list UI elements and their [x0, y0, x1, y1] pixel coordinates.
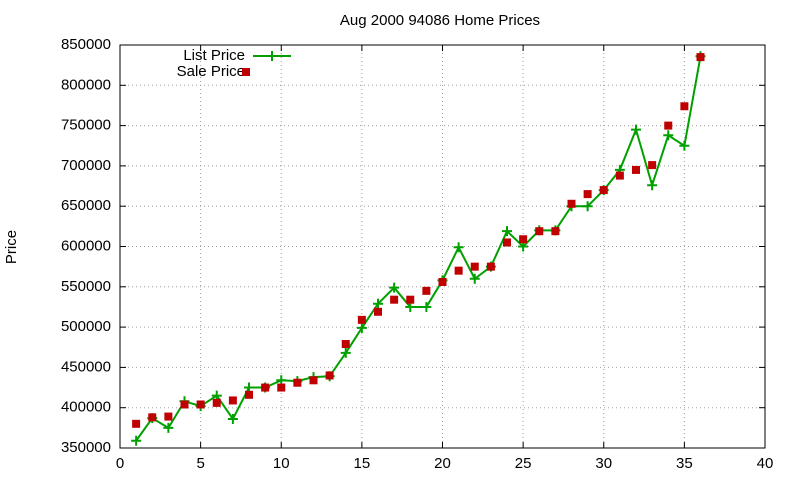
point-marker — [551, 227, 560, 236]
point-marker — [196, 400, 205, 409]
y-axis-label: Price — [3, 230, 20, 264]
point-marker — [406, 295, 415, 304]
point-marker — [567, 199, 576, 208]
y-tick-label: 600000 — [61, 237, 111, 254]
point-marker — [647, 180, 658, 191]
point-marker — [663, 130, 674, 141]
y-tick-label: 550000 — [61, 278, 111, 295]
point-marker — [680, 102, 689, 111]
point-marker — [390, 295, 399, 304]
y-tick-label: 450000 — [61, 358, 111, 375]
point-marker — [148, 413, 157, 422]
legend-label: Sale Price — [177, 63, 245, 80]
point-marker — [503, 238, 511, 247]
point-marker — [374, 307, 382, 316]
point-marker — [502, 226, 512, 237]
point-marker — [341, 340, 350, 349]
point-marker — [470, 262, 479, 271]
x-tick-label: 40 — [757, 455, 774, 472]
y-tick-label: 350000 — [61, 439, 111, 456]
point-marker — [309, 376, 318, 385]
point-marker — [340, 347, 351, 358]
series-line — [135, 56, 702, 442]
x-tick-label: 35 — [676, 455, 693, 472]
x-tick-label: 5 — [196, 455, 204, 472]
point-marker — [164, 412, 173, 421]
point-marker — [615, 171, 624, 180]
y-tick-label: 800000 — [61, 76, 111, 93]
point-marker — [583, 190, 592, 199]
point-marker — [648, 161, 657, 170]
point-marker — [438, 277, 447, 286]
point-marker — [421, 301, 432, 312]
x-tick-label: 25 — [515, 455, 532, 472]
x-tick-label: 15 — [354, 455, 371, 472]
legend-label: List Price — [183, 47, 245, 64]
x-tick-label: 0 — [116, 455, 124, 472]
point-marker — [679, 140, 690, 151]
point-marker — [696, 53, 705, 62]
point-marker — [582, 201, 593, 212]
point-marker — [664, 121, 673, 130]
point-marker — [228, 396, 237, 405]
point-marker — [454, 266, 463, 275]
y-tick-label: 700000 — [61, 157, 111, 174]
point-marker — [422, 286, 431, 295]
legend-marker — [267, 51, 277, 61]
point-marker — [389, 282, 400, 293]
y-tick-label: 850000 — [61, 36, 111, 53]
plot-frame — [119, 44, 766, 449]
point-marker — [632, 165, 640, 174]
point-marker — [453, 242, 464, 253]
point-marker — [212, 398, 221, 407]
point-marker — [599, 186, 608, 195]
point-marker — [163, 422, 174, 433]
point-marker — [227, 413, 238, 424]
point-marker — [245, 390, 253, 399]
y-tick-label: 400000 — [61, 399, 111, 416]
point-marker — [519, 235, 528, 244]
y-tick-label: 500000 — [61, 318, 111, 335]
x-tick-label: 20 — [434, 455, 451, 472]
point-marker — [535, 227, 544, 236]
y-tick-label: 750000 — [61, 117, 111, 134]
x-tick-label: 30 — [595, 455, 612, 472]
point-marker — [325, 371, 334, 380]
legend-marker — [242, 68, 250, 76]
point-marker — [293, 378, 302, 387]
point-marker — [180, 400, 189, 409]
point-marker — [132, 419, 141, 428]
point-marker — [631, 124, 641, 135]
x-tick-label: 10 — [273, 455, 290, 472]
point-marker — [261, 383, 270, 392]
point-marker — [486, 262, 495, 271]
point-marker — [469, 273, 480, 284]
point-marker — [356, 322, 367, 333]
y-tick-label: 650000 — [61, 197, 111, 214]
point-marker — [357, 315, 366, 324]
point-marker — [373, 298, 383, 309]
point-marker — [131, 435, 142, 446]
chart-title: Aug 2000 94086 Home Prices — [340, 12, 540, 29]
point-marker — [277, 383, 286, 392]
